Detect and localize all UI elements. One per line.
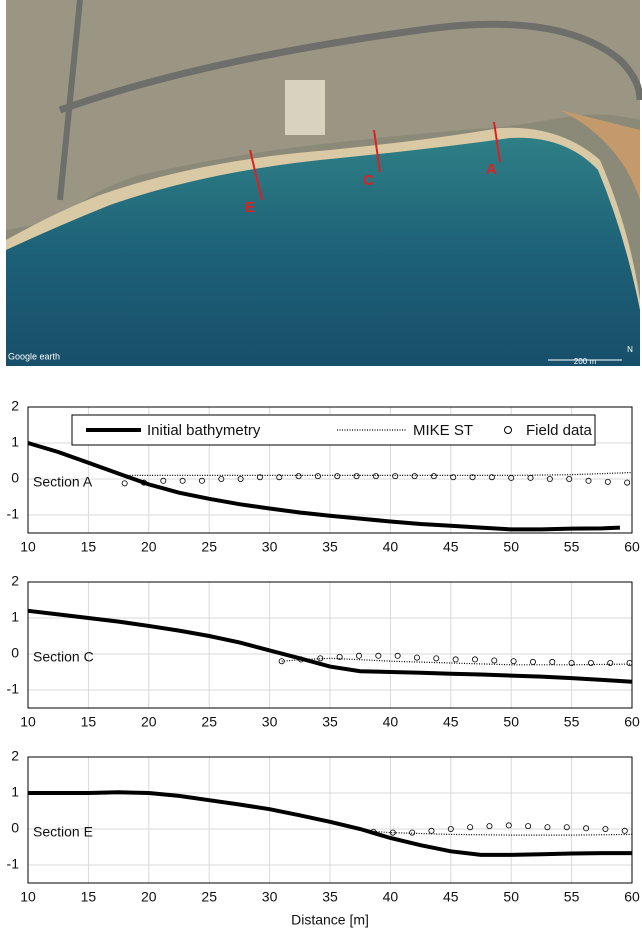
credit: Google earth bbox=[8, 351, 60, 361]
y-tick-label: -1 bbox=[7, 681, 20, 697]
field-point bbox=[410, 830, 415, 835]
field-point bbox=[315, 474, 320, 479]
field-point bbox=[431, 474, 436, 479]
x-tick-label: 10 bbox=[20, 714, 36, 730]
field-point bbox=[373, 474, 378, 479]
legend-label: Initial bathymetry bbox=[147, 422, 261, 439]
y-tick-label: -1 bbox=[7, 856, 20, 872]
x-tick-label: 45 bbox=[443, 539, 459, 555]
court bbox=[285, 80, 325, 135]
y-tick-label: 0 bbox=[11, 820, 19, 836]
field-point bbox=[412, 474, 417, 479]
field-point bbox=[528, 475, 533, 480]
field-point bbox=[335, 474, 340, 479]
x-tick-label: 55 bbox=[564, 889, 580, 905]
x-tick-label: 35 bbox=[322, 539, 338, 555]
y-tick-label: 1 bbox=[11, 609, 19, 625]
field-point bbox=[550, 659, 555, 664]
x-tick-label: 15 bbox=[81, 714, 97, 730]
y-tick-label: -1 bbox=[7, 506, 20, 522]
field-point bbox=[122, 481, 127, 486]
y-tick-label: 1 bbox=[11, 434, 19, 450]
field-point bbox=[492, 658, 497, 663]
x-tick-label: 30 bbox=[262, 714, 278, 730]
y-tick-label: 2 bbox=[11, 573, 19, 589]
legend-label: Field data bbox=[526, 422, 593, 439]
north-arrow: N bbox=[627, 345, 633, 354]
field-point bbox=[354, 474, 359, 479]
model-line bbox=[366, 831, 632, 835]
x-tick-label: 45 bbox=[443, 714, 459, 730]
x-tick-label: 50 bbox=[503, 889, 519, 905]
field-point bbox=[453, 657, 458, 662]
x-tick-label: 30 bbox=[262, 539, 278, 555]
section-label: A bbox=[486, 161, 497, 178]
field-point bbox=[434, 656, 439, 661]
x-tick-label: 40 bbox=[383, 714, 399, 730]
field-point bbox=[296, 474, 301, 479]
page: {"image": {"labels": ["A", "C", "E"], "c… bbox=[0, 0, 642, 932]
y-tick-label: 1 bbox=[11, 784, 19, 800]
field-point bbox=[526, 824, 531, 829]
field-point bbox=[608, 660, 613, 665]
field-point bbox=[530, 659, 535, 664]
x-tick-label: 45 bbox=[443, 889, 459, 905]
x-axis-label: Distance [m] bbox=[291, 912, 369, 928]
y-tick-label: 0 bbox=[11, 645, 19, 661]
x-tick-label: 25 bbox=[201, 889, 217, 905]
x-tick-label: 55 bbox=[564, 714, 580, 730]
x-tick-label: 60 bbox=[624, 539, 640, 555]
y-tick-label: 2 bbox=[11, 398, 19, 414]
x-tick-label: 35 bbox=[322, 714, 338, 730]
aerial-photo: A C E Google earth 200 m N bbox=[6, 0, 640, 366]
bathymetry-line bbox=[28, 443, 620, 529]
annotation: Section A bbox=[33, 473, 93, 489]
field-point bbox=[625, 480, 630, 485]
y-tick-label: 0 bbox=[11, 470, 19, 486]
x-tick-label: 20 bbox=[141, 714, 157, 730]
x-tick-label: 15 bbox=[81, 889, 97, 905]
x-tick-label: 10 bbox=[20, 539, 36, 555]
field-point bbox=[506, 823, 511, 828]
x-tick-label: 40 bbox=[383, 889, 399, 905]
x-tick-label: 10 bbox=[20, 889, 36, 905]
field-point bbox=[472, 657, 477, 662]
x-tick-label: 40 bbox=[383, 539, 399, 555]
field-point bbox=[627, 660, 632, 665]
x-tick-label: 50 bbox=[503, 714, 519, 730]
annotation: Section C bbox=[33, 648, 94, 664]
x-tick-label: 60 bbox=[624, 714, 640, 730]
annotation: Section E bbox=[33, 823, 93, 839]
field-point bbox=[605, 479, 610, 484]
field-point bbox=[511, 659, 516, 664]
x-tick-label: 50 bbox=[503, 539, 519, 555]
x-tick-label: 15 bbox=[81, 539, 97, 555]
figure: A C E Google earth 200 m N -101210152025… bbox=[0, 0, 642, 932]
field-point bbox=[393, 474, 398, 479]
section-label: E bbox=[245, 199, 255, 216]
x-tick-label: 30 bbox=[262, 889, 278, 905]
field-point bbox=[279, 659, 284, 664]
x-tick-label: 25 bbox=[201, 714, 217, 730]
field-point bbox=[583, 826, 588, 831]
field-point bbox=[414, 655, 419, 660]
x-tick-label: 20 bbox=[141, 889, 157, 905]
legend-label: MIKE ST bbox=[413, 422, 473, 439]
x-tick-label: 55 bbox=[564, 539, 580, 555]
scale-label: 200 m bbox=[574, 357, 597, 366]
x-tick-label: 60 bbox=[624, 889, 640, 905]
section-label: C bbox=[363, 172, 374, 189]
y-tick-label: 2 bbox=[11, 748, 19, 764]
x-tick-label: 35 bbox=[322, 889, 338, 905]
field-point bbox=[588, 660, 593, 665]
x-tick-label: 20 bbox=[141, 539, 157, 555]
field-point bbox=[487, 824, 492, 829]
x-tick-label: 25 bbox=[201, 539, 217, 555]
